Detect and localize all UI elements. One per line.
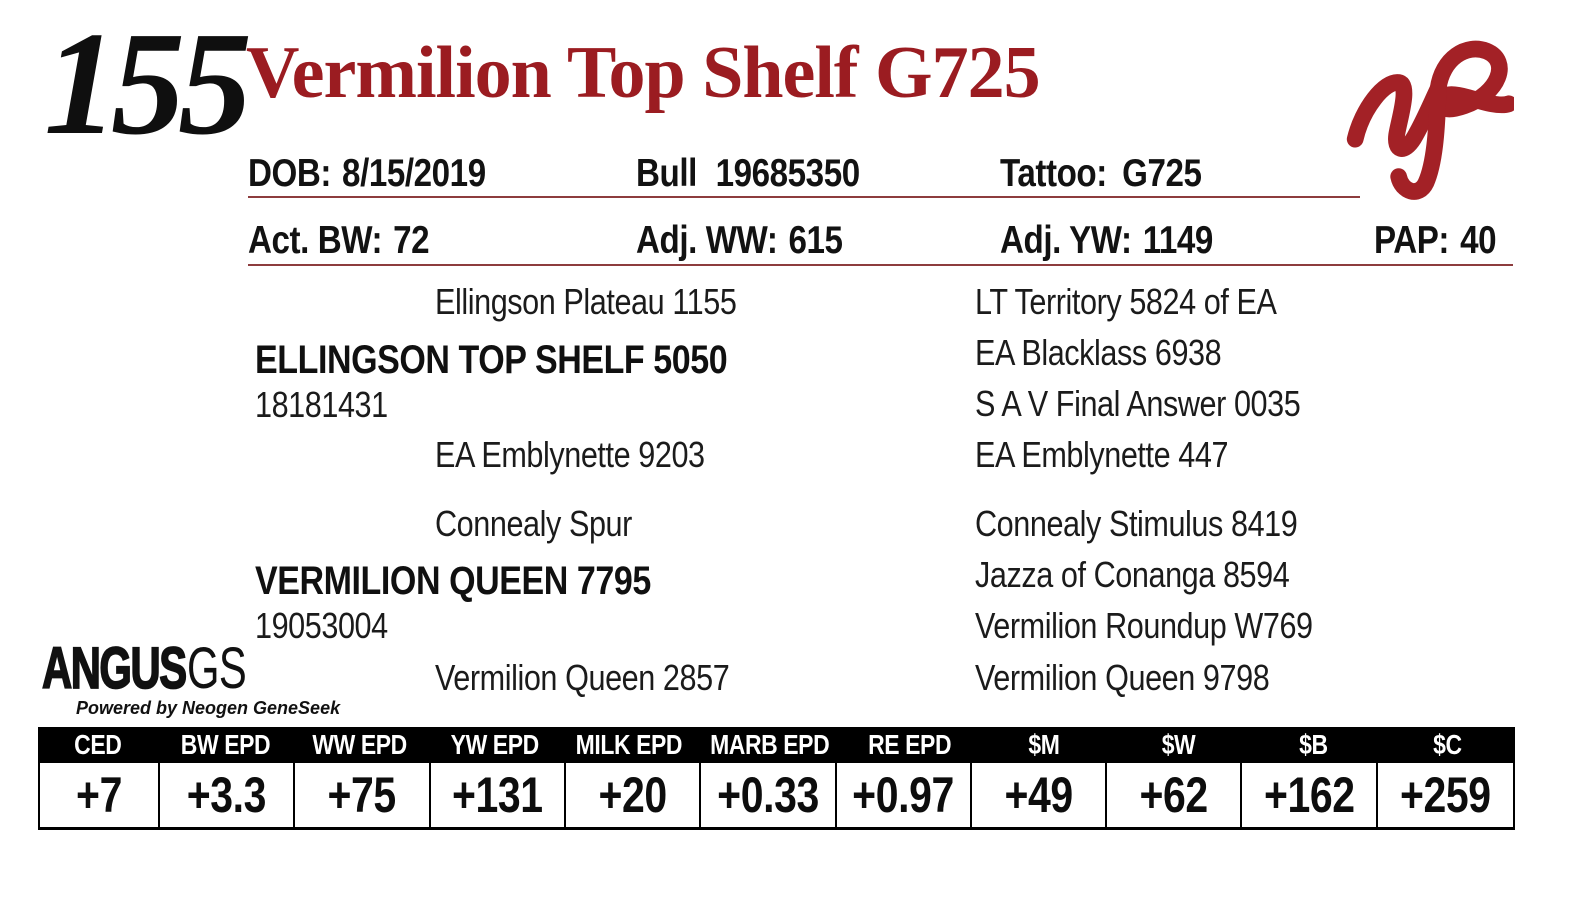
pap-field: PAP: 40	[1374, 219, 1518, 263]
pap-value: 40	[1460, 219, 1497, 262]
epd-header-dollar-b: $B	[1298, 729, 1328, 760]
sex-label: Bull	[636, 152, 697, 195]
lot-number: 155	[44, 2, 252, 166]
actual-bw-field: Act. BW: 72	[248, 219, 461, 263]
pedigree-sire-ggp-4: EA Emblynette 447	[975, 434, 1229, 475]
epd-header-dollar-w: $W	[1161, 729, 1196, 760]
pedigree-dam-ggp-1: Connealy Stimulus 8419	[975, 503, 1298, 544]
angusgs-logo-brand: ANGUS	[41, 636, 187, 701]
pedigree-dam-ggp-3: Vermilion Roundup W769	[975, 605, 1313, 646]
epd-value-ww: +75	[295, 763, 431, 827]
adj-yw-label: Adj. YW:	[1000, 219, 1132, 262]
pedigree-sire-ggp-3: S A V Final Answer 0035	[975, 383, 1301, 424]
adj-ww-value: 615	[788, 219, 843, 262]
actual-bw-value: 72	[393, 219, 430, 262]
epd-header-dollar-m: $M	[1028, 729, 1060, 760]
tattoo-field: Tattoo: G725	[1000, 152, 1237, 196]
adj-yw-value: 1149	[1142, 219, 1214, 262]
dob-label: DOB:	[248, 152, 332, 195]
epd-table-header-row: CED BW EPD WW EPD YW EPD MILK EPD MARB E…	[38, 727, 1515, 763]
adj-yw-field: Adj. YW: 1149	[1000, 219, 1251, 263]
epd-value-dollar-w: +62	[1107, 763, 1243, 827]
pedigree-sire-ggp-2: EA Blacklass 6938	[975, 332, 1222, 373]
animal-name-title: Vermilion Top Shelf G725	[246, 32, 1041, 114]
vr-brand-icon	[1346, 40, 1514, 200]
epd-value-ced: +7	[40, 763, 160, 827]
tattoo-value: G725	[1122, 152, 1202, 195]
epd-header-marb: MARB EPD	[709, 729, 830, 760]
epd-header-ced: CED	[74, 729, 122, 760]
adj-ww-label: Adj. WW:	[636, 219, 778, 262]
dob-field: DOB: 8/15/2019	[248, 152, 528, 196]
epd-value-dollar-b: +162	[1242, 763, 1378, 827]
pap-label: PAP:	[1374, 219, 1450, 262]
epd-header-bw: BW EPD	[180, 729, 271, 760]
pedigree-sire-grandsire: Ellingson Plateau 1155	[435, 281, 737, 322]
pedigree-sire-granddam: EA Emblynette 9203	[435, 434, 705, 475]
epd-value-milk: +20	[566, 763, 702, 827]
epd-value-dollar-c: +259	[1399, 767, 1491, 823]
epd-value-bw: +3.3	[160, 763, 296, 827]
actual-bw-label: Act. BW:	[248, 219, 383, 262]
angusgs-tagline: Powered by Neogen GeneSeek	[76, 698, 341, 718]
epd-table: CED BW EPD WW EPD YW EPD MILK EPD MARB E…	[38, 727, 1515, 830]
epd-header-milk: MILK EPD	[575, 729, 683, 760]
epd-table-value-row: +7 +3.3 +75 +131 +20 +0.33 +0.97 +49 +62…	[38, 763, 1515, 830]
pedigree-sire-ggp-1: LT Territory 5824 of EA	[975, 281, 1277, 322]
epd-value-marb: +0.33	[701, 763, 837, 827]
epd-value-dollar-m: +49	[972, 763, 1108, 827]
pedigree-dam-granddam: Vermilion Queen 2857	[435, 657, 730, 698]
epd-value-re: +0.97	[837, 763, 972, 827]
epd-value-yw: +131	[431, 763, 566, 827]
epd-header-yw: YW EPD	[450, 729, 540, 760]
pedigree-sire-name: ELLINGSON TOP SHELF 5050	[255, 338, 728, 382]
pedigree-dam-ggp-2: Jazza of Conanga 8594	[975, 554, 1290, 595]
tattoo-label: Tattoo:	[1000, 152, 1107, 195]
epd-header-ww: WW EPD	[312, 729, 408, 760]
pedigree-dam-registration: 19053004	[255, 605, 388, 646]
registration-field: Bull 19685350	[636, 152, 899, 196]
adj-ww-field: Adj. WW: 615	[636, 219, 879, 263]
epd-header-dollar-c: $C	[1433, 729, 1462, 760]
registration-number: 19685350	[715, 152, 861, 195]
dob-value: 8/15/2019	[342, 152, 486, 195]
pedigree-dam-grandsire: Connealy Spur	[435, 503, 632, 544]
divider-rule-bottom	[248, 264, 1513, 266]
epd-header-re: RE EPD	[867, 729, 951, 760]
pedigree-dam-ggp-4: Vermilion Queen 9798	[975, 657, 1270, 698]
divider-rule-top	[248, 196, 1360, 198]
pedigree-sire-registration: 18181431	[255, 384, 388, 425]
pedigree-dam-name: VERMILION QUEEN 7795	[255, 559, 651, 603]
angusgs-logo-suffix: GS	[187, 636, 247, 701]
angusgs-logo: ANGUSGS	[41, 639, 325, 699]
